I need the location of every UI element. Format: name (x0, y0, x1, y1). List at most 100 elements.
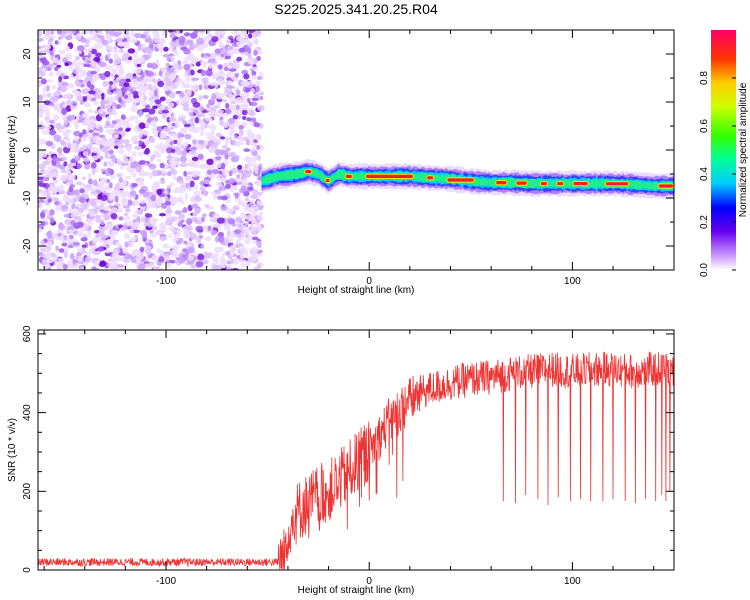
noise-speckle (80, 71, 88, 77)
noise-speckle (61, 108, 67, 116)
noise-speckle (132, 99, 137, 107)
noise-speckle (55, 236, 63, 241)
noise-speckle (247, 161, 252, 168)
noise-speckle (236, 174, 241, 179)
noise-speckle (211, 36, 219, 43)
noise-speckle (52, 179, 59, 184)
noise-speckle (110, 213, 118, 220)
noise-speckle (109, 30, 116, 36)
noise-speckle (38, 176, 44, 180)
noise-speckle (177, 64, 183, 71)
noise-speckle (44, 221, 49, 226)
noise-speckle (200, 129, 204, 137)
noise-speckle (234, 97, 242, 104)
noise-speckle (64, 45, 70, 52)
noise-speckle (51, 57, 59, 64)
noise-speckle (121, 57, 128, 62)
noise-speckle (114, 195, 119, 203)
noise-speckle (206, 103, 211, 109)
noise-speckle (73, 216, 80, 220)
noise-speckle (184, 133, 191, 140)
noise-speckle (143, 222, 148, 227)
noise-speckle (204, 204, 210, 208)
noise-speckle (163, 256, 172, 261)
noise-speckle (251, 97, 260, 101)
noise-speckle (123, 41, 128, 47)
noise-speckle (154, 144, 162, 150)
noise-speckle (248, 208, 253, 214)
noise-speckle (105, 121, 111, 127)
noise-speckle (102, 210, 109, 214)
noise-speckle (190, 216, 197, 223)
noise-speckle (68, 83, 75, 89)
noise-speckle (38, 152, 44, 159)
noise-speckle (218, 41, 224, 49)
noise-speckle (60, 86, 67, 93)
noise-speckle (228, 177, 236, 184)
noise-speckle (240, 261, 245, 268)
noise-speckle (117, 208, 124, 213)
noise-speckle (117, 245, 123, 249)
noise-speckle (95, 189, 102, 194)
noise-speckle (73, 134, 80, 142)
noise-speckle (190, 56, 197, 63)
noise-speckle (135, 66, 142, 74)
noise-speckle (179, 156, 187, 163)
noise-speckle (40, 212, 46, 219)
noise-speckle (142, 130, 150, 136)
noise-speckle (224, 108, 232, 114)
noise-speckle (200, 52, 205, 58)
noise-speckle (119, 227, 128, 231)
x-tick-label: -100 (156, 576, 176, 587)
noise-speckle (46, 79, 53, 83)
noise-speckle (105, 171, 111, 177)
noise-speckle (77, 255, 82, 263)
noise-speckle (217, 231, 224, 238)
noise-speckle (202, 213, 207, 218)
noise-speckle (251, 240, 257, 244)
noise-speckle (88, 198, 96, 206)
signal-streak-red (496, 181, 507, 185)
noise-speckle (64, 30, 71, 34)
noise-speckle (227, 218, 235, 225)
noise-speckle (98, 126, 103, 133)
noise-speckle (55, 70, 62, 77)
noise-speckle (174, 210, 182, 215)
noise-speckle (176, 228, 182, 233)
snr-x-axis-label: Height of straight line (km) (298, 585, 415, 596)
noise-speckle (91, 146, 100, 154)
noise-speckle (252, 210, 257, 217)
noise-speckle (193, 30, 199, 34)
noise-speckle (124, 241, 129, 248)
noise-speckle (198, 147, 204, 151)
noise-speckle (149, 204, 156, 209)
noise-speckle (45, 85, 51, 92)
noise-speckle (82, 176, 86, 180)
noise-speckle (180, 182, 187, 187)
noise-speckle (229, 104, 235, 112)
noise-speckle (85, 186, 91, 192)
noise-speckle (169, 72, 177, 79)
y-tick-label: 200 (22, 483, 33, 500)
signal-streak-red (345, 174, 352, 178)
noise-speckle (251, 246, 259, 254)
noise-speckle (106, 179, 111, 184)
noise-speckle (190, 146, 197, 151)
noise-speckle (242, 82, 248, 87)
noise-speckle (79, 37, 87, 43)
noise-speckle (90, 70, 97, 75)
noise-speckle (75, 33, 82, 41)
noise-speckle (246, 98, 251, 104)
noise-speckle (48, 71, 54, 77)
noise-speckle (52, 196, 59, 202)
noise-speckle (161, 113, 167, 119)
noise-speckle (152, 85, 157, 91)
noise-speckle (67, 229, 75, 233)
noise-speckle (206, 158, 214, 165)
signal-streak-red (573, 182, 588, 186)
noise-speckle (238, 224, 244, 229)
noise-speckle (225, 238, 229, 243)
y-tick-label: 0 (22, 567, 33, 573)
noise-speckle (150, 195, 157, 202)
